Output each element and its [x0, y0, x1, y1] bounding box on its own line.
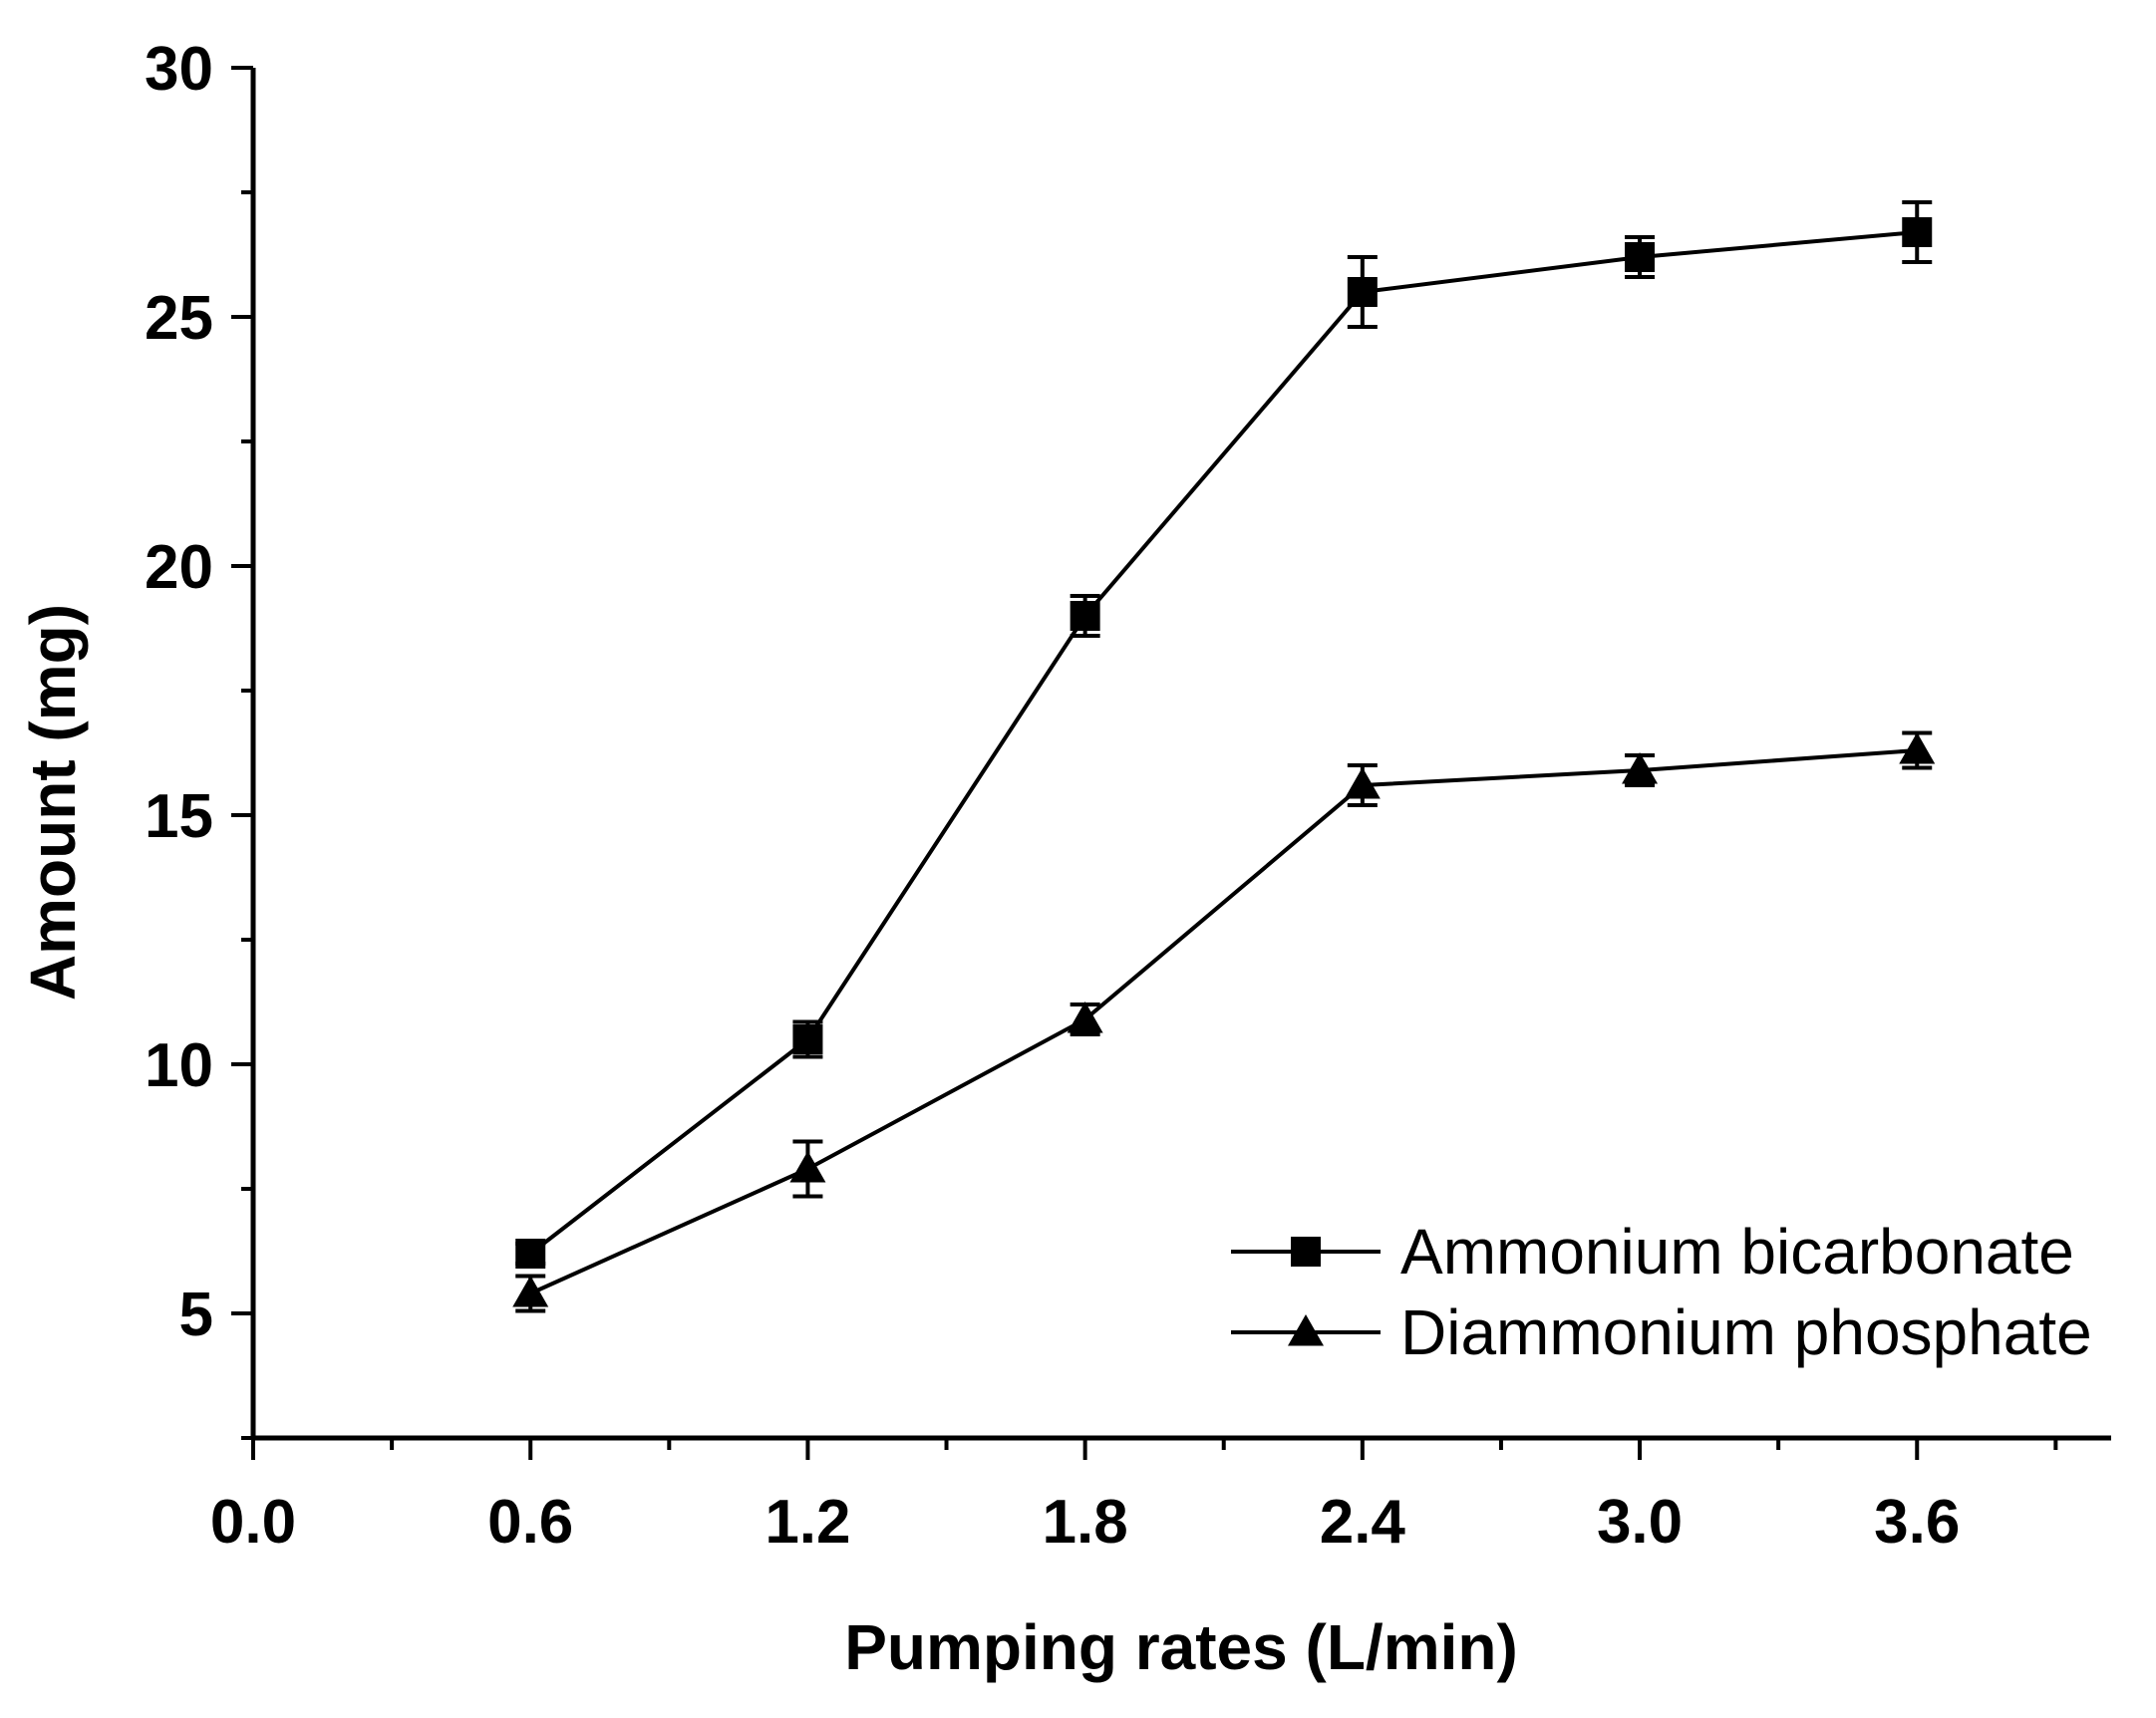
data-point — [512, 1276, 549, 1307]
series-layer — [512, 200, 1936, 1313]
y-tick-label: 10 — [145, 1031, 213, 1100]
x-tick-label: 1.8 — [1043, 1488, 1128, 1557]
series-line — [529, 748, 1918, 1295]
y-tick-label: 25 — [145, 284, 213, 353]
x-tick-label: 0.0 — [210, 1488, 296, 1557]
legend-item-1: Ammonium bicarbonate — [1231, 1216, 2074, 1288]
x-tick-label: 2.4 — [1320, 1488, 1406, 1557]
data-point — [792, 1024, 823, 1054]
legend-marker — [1288, 1314, 1324, 1346]
series-2 — [512, 730, 1936, 1313]
data-point — [1067, 1002, 1103, 1033]
data-point — [1347, 277, 1378, 307]
axes: 5 10 15 20 25 30 0.0 0.6 1.2 1.8 2.4 3.0 3.6 — [145, 35, 2111, 1557]
legend-marker — [1291, 1237, 1321, 1267]
y-tick-label: 30 — [145, 35, 213, 104]
legend-label: Ammonium bicarbonate — [1400, 1216, 2074, 1288]
x-tick-label: 0.6 — [487, 1488, 573, 1557]
data-point — [1899, 732, 1936, 764]
y-axis-title: Amount (mg) — [17, 604, 89, 1001]
legend-label: Diammonium phosphate — [1400, 1296, 2092, 1368]
y-tick-label: 15 — [145, 782, 213, 851]
data-point — [1625, 242, 1656, 272]
x-tick-label: 3.6 — [1874, 1488, 1960, 1557]
data-point — [515, 1239, 546, 1269]
data-point — [1344, 767, 1381, 799]
data-point — [1622, 752, 1659, 784]
data-point — [1070, 601, 1100, 631]
y-tick-label: 5 — [179, 1281, 213, 1349]
series-line — [528, 230, 1918, 1256]
y-tick-label: 20 — [145, 533, 213, 602]
legend: Ammonium bicarbonate Diammonium phosphate — [1231, 1216, 2092, 1368]
data-point — [789, 1151, 826, 1183]
x-axis-title: Pumping rates (L/min) — [844, 1611, 1518, 1683]
legend-item-2: Diammonium phosphate — [1231, 1296, 2092, 1368]
x-tick-label: 3.0 — [1597, 1488, 1683, 1557]
series-1 — [515, 200, 1933, 1269]
data-point — [1902, 217, 1933, 247]
x-tick-label: 1.2 — [765, 1488, 850, 1557]
